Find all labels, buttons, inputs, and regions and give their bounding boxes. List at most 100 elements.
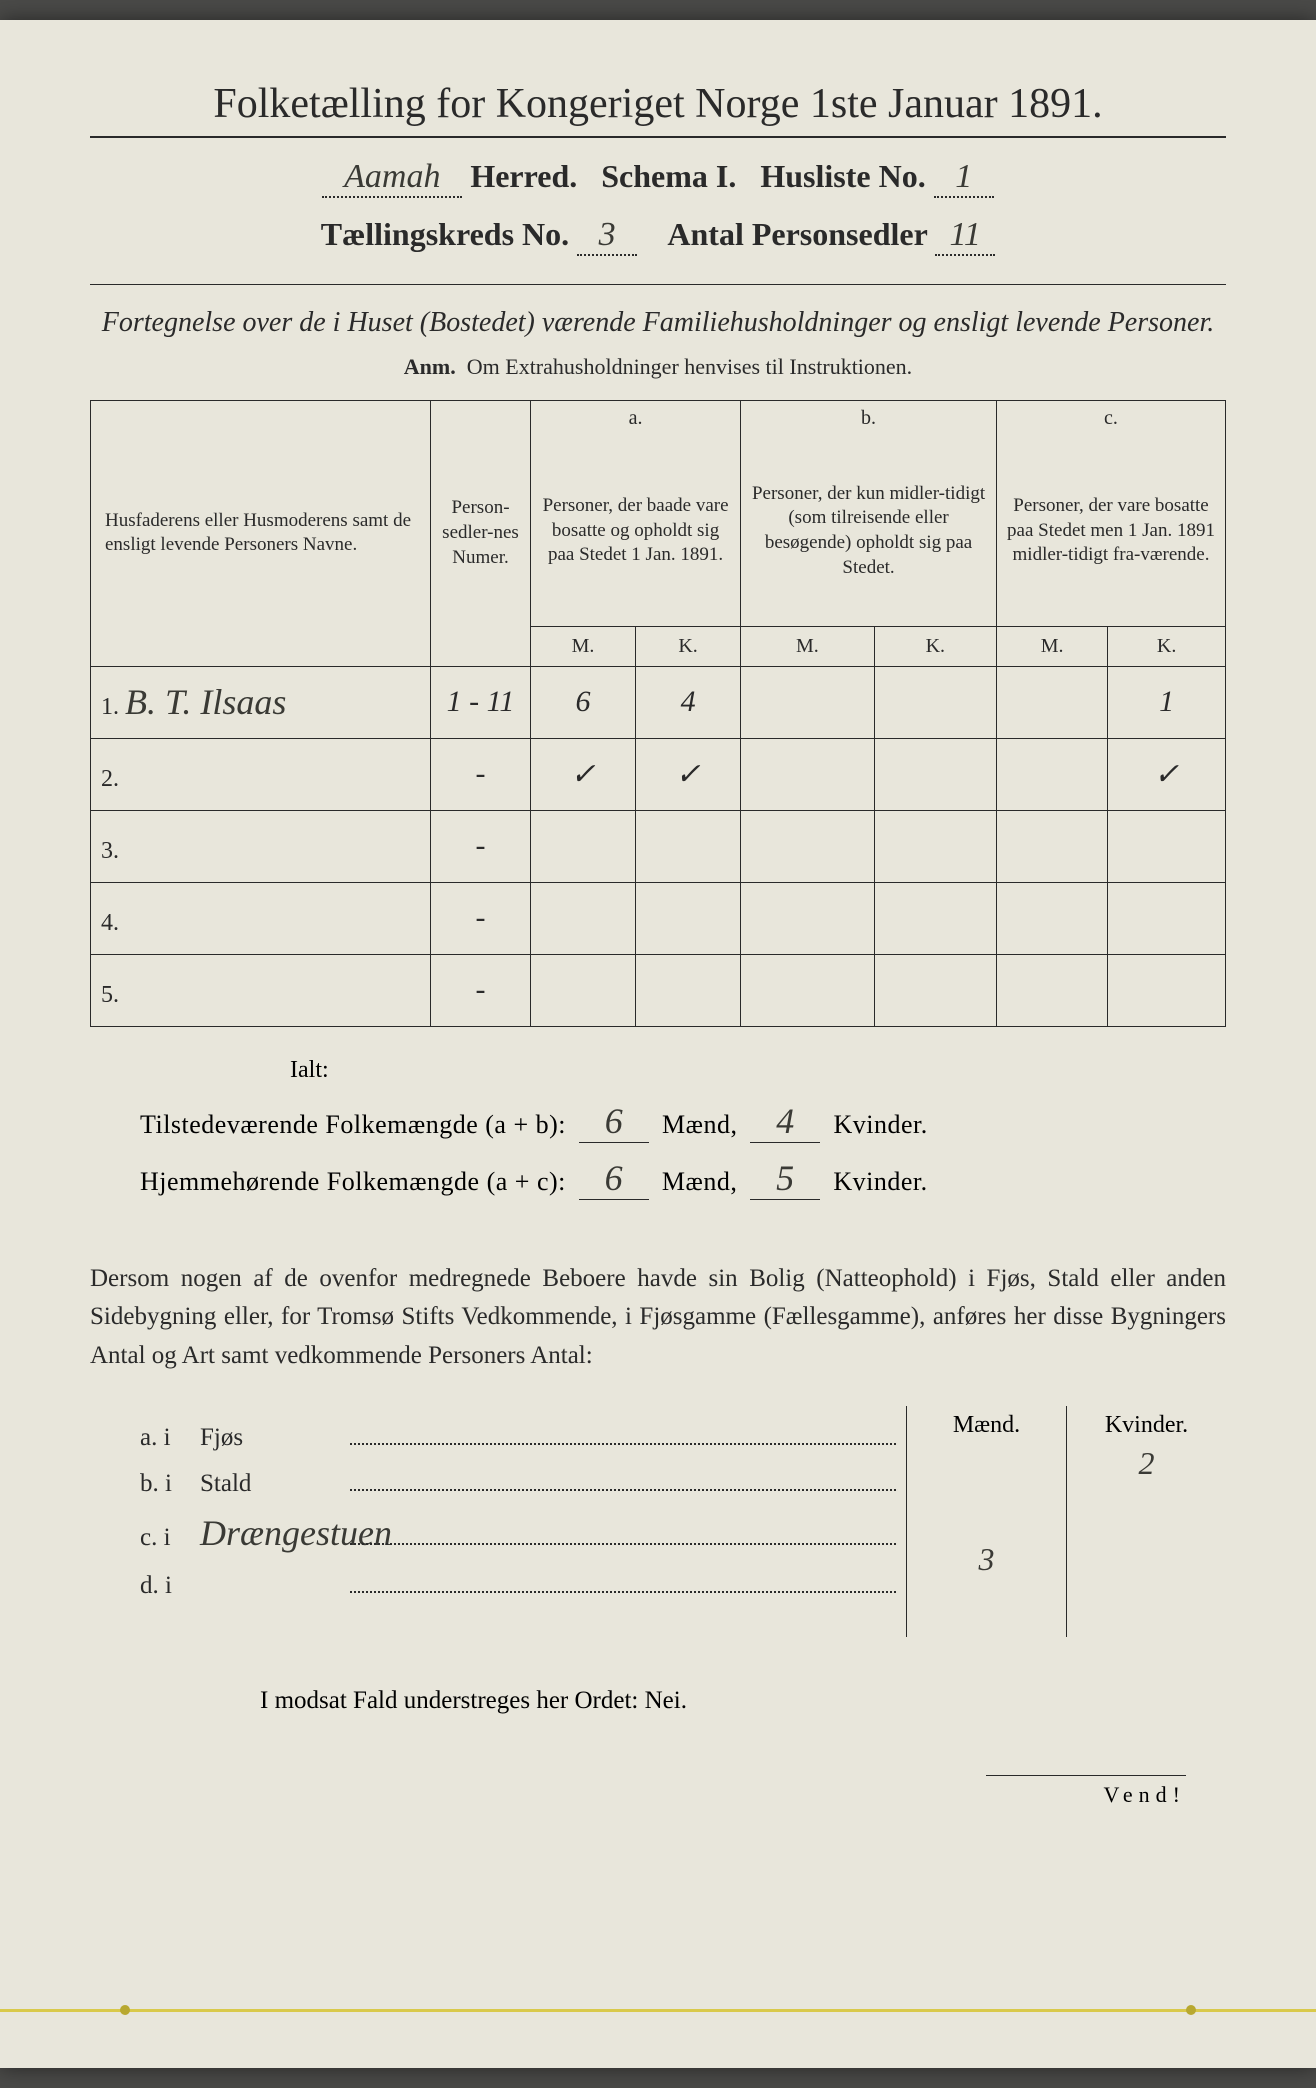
mk-k-cell <box>1067 1541 1226 1589</box>
vend-label: Vend! <box>986 1775 1186 1808</box>
table-row: 1. B. T. Ilsaas1 - 11641 <box>91 666 1226 738</box>
col-name-header: Husfaderens eller Husmoderens samt de en… <box>91 401 431 667</box>
b-k: K. <box>874 626 996 666</box>
cell-cm <box>997 666 1108 738</box>
cell-ck <box>1108 810 1226 882</box>
kvinder-label: Kvinder. <box>833 1110 927 1139</box>
cell-numer: - <box>431 738 531 810</box>
kvinder-label-2: Kvinder. <box>833 1167 927 1196</box>
cell-numer: - <box>431 810 531 882</box>
mk-m-cell <box>907 1589 1067 1637</box>
a-k: K. <box>636 626 741 666</box>
mk-m-cell: 3 <box>907 1541 1067 1589</box>
b-m: M. <box>741 626 875 666</box>
totals-line-1: Tilstedeværende Folkemængde (a + b): 6 M… <box>140 1100 1226 1143</box>
cell-ak: 4 <box>636 666 741 738</box>
c-k: K. <box>1108 626 1226 666</box>
row-num: 4. <box>91 882 431 954</box>
census-form-page: Folketælling for Kongeriget Norge 1ste J… <box>0 20 1316 2068</box>
page-title: Folketælling for Kongeriget Norge 1ste J… <box>90 80 1226 138</box>
bldg-lbl: a. i <box>140 1424 200 1452</box>
col-numer-header: Person-sedler-nes Numer. <box>431 401 531 667</box>
table-row: 5. - <box>91 954 1226 1026</box>
cell-ak <box>636 882 741 954</box>
totals1-m: 6 <box>579 1100 649 1143</box>
building-row: c. iDrængestuen <box>140 1512 906 1554</box>
cell-bk <box>874 810 996 882</box>
a-m: M. <box>531 626 636 666</box>
cell-ck <box>1108 954 1226 1026</box>
cell-bm <box>741 738 875 810</box>
col-name-text: Husfaderens eller Husmoderens samt de en… <box>105 510 411 556</box>
herred-value: Aamah <box>322 158 462 198</box>
cell-ak: ✓ <box>636 738 741 810</box>
c-m: M. <box>997 626 1108 666</box>
building-block: a. iFjøsb. iStaldc. iDrængestuend. i Mæn… <box>140 1406 1226 1637</box>
cell-bk <box>874 882 996 954</box>
antal-value: 11 <box>935 216 995 256</box>
mk-m-header: Mænd. <box>907 1406 1067 1445</box>
col-a-label: a. <box>531 401 741 437</box>
schema-label: Schema I. <box>601 158 736 194</box>
row-num: 3. <box>91 810 431 882</box>
totals1-k: 4 <box>750 1100 820 1143</box>
row-num: 1. B. T. Ilsaas <box>91 666 431 738</box>
col-a-header: Personer, der baade vare bosatte og opho… <box>531 436 741 626</box>
anm-note: Anm. Om Extrahusholdninger henvises til … <box>90 354 1226 380</box>
cell-cm <box>997 882 1108 954</box>
col-c-label: c. <box>997 401 1226 437</box>
main-table: Husfaderens eller Husmoderens samt de en… <box>90 400 1226 1027</box>
cell-am: 6 <box>531 666 636 738</box>
table-row: 4. - <box>91 882 1226 954</box>
cell-bk <box>874 738 996 810</box>
totals2-label: Hjemmehørende Folkemængde (a + c): <box>140 1167 566 1196</box>
cell-ck <box>1108 882 1226 954</box>
bldg-lbl: d. i <box>140 1572 200 1600</box>
row-name: B. T. Ilsaas <box>125 682 286 722</box>
building-row: d. i <box>140 1568 906 1600</box>
cell-am <box>531 882 636 954</box>
antal-label: Antal Personsedler <box>667 216 927 252</box>
cell-bk <box>874 954 996 1026</box>
mk-k-cell: 2 <box>1067 1445 1226 1493</box>
totals-line-2: Hjemmehørende Folkemængde (a + c): 6 Mæn… <box>140 1157 1226 1200</box>
building-row: b. iStald <box>140 1466 906 1498</box>
cell-ak <box>636 954 741 1026</box>
header-row-1: Aamah Herred. Schema I. Husliste No. 1 <box>90 158 1226 198</box>
cell-bm <box>741 882 875 954</box>
cell-bm <box>741 810 875 882</box>
row-num: 5. <box>91 954 431 1026</box>
bldg-dots <box>350 1568 896 1593</box>
bldg-txt: Fjøs <box>200 1424 340 1452</box>
binding-thread <box>0 2009 1316 2012</box>
mk-m-cell <box>907 1493 1067 1541</box>
mk-m-cell <box>907 1445 1067 1493</box>
col-c-header: Personer, der vare bosatte paa Stedet me… <box>997 436 1226 626</box>
cell-am <box>531 954 636 1026</box>
bldg-lbl: c. i <box>140 1524 200 1552</box>
totals2-k: 5 <box>750 1157 820 1200</box>
building-row: a. iFjøs <box>140 1420 906 1452</box>
subtitle: Fortegnelse over de i Huset (Bostedet) v… <box>90 303 1226 342</box>
bldg-lbl: b. i <box>140 1470 200 1498</box>
mk-row <box>906 1493 1226 1541</box>
herred-label: Herred. <box>470 158 577 194</box>
cell-am: ✓ <box>531 738 636 810</box>
husliste-no: 1 <box>934 158 994 198</box>
building-paragraph: Dersom nogen af de ovenfor medregnede Be… <box>90 1260 1226 1376</box>
building-mk-cols: Mænd. Kvinder. 23 <box>906 1406 1226 1637</box>
husliste-label: Husliste No. <box>760 158 925 194</box>
building-rows: a. iFjøsb. iStaldc. iDrængestuend. i <box>140 1406 906 1637</box>
mk-row: 2 <box>906 1445 1226 1493</box>
bldg-dots <box>350 1466 896 1491</box>
cell-ck: ✓ <box>1108 738 1226 810</box>
mk-header: Mænd. Kvinder. <box>906 1406 1226 1445</box>
bldg-txt: Stald <box>200 1470 340 1498</box>
cell-cm <box>997 810 1108 882</box>
cell-bm <box>741 954 875 1026</box>
mk-k-cell <box>1067 1589 1226 1637</box>
table-row: 3. - <box>91 810 1226 882</box>
anm-text: Om Extrahusholdninger henvises til Instr… <box>467 354 912 379</box>
mk-k-header: Kvinder. <box>1067 1406 1226 1445</box>
bldg-dots <box>350 1520 896 1545</box>
